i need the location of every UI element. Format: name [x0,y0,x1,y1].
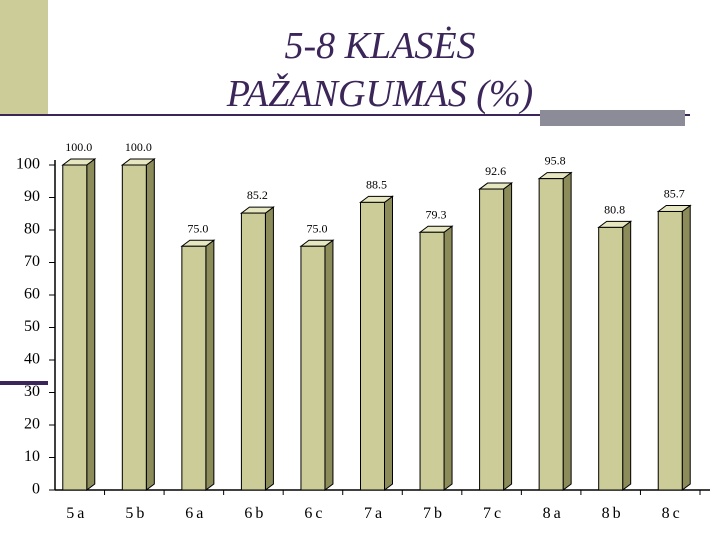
y-tick-label: 100 [16,156,40,173]
value-label: 75.0 [187,221,208,235]
bar-side [205,239,215,491]
bar-side [384,195,393,491]
value-label: 95.8 [545,154,566,168]
bar-side [145,158,155,491]
bar-side [562,171,572,491]
x-tick-label: 7a [364,505,385,522]
y-tick-label: 30 [24,383,40,400]
bar [479,188,505,491]
x-tick-label: 8b [602,505,624,522]
bar-side [443,225,453,491]
side-mark [0,381,48,385]
chart-title: PAŽANGUMAS (%) [226,73,533,115]
side-band [0,0,48,115]
bar [419,231,445,491]
bar [240,212,266,491]
rule-accent [540,110,685,126]
y-tick-label: 20 [24,416,40,433]
x-tick-label: 7b [423,505,445,522]
plot: 0 10 20 30 40 50 60 70 80 90 100 5a 100.0 5b 100.0 6a 75… [16,140,710,522]
bar-side [503,182,513,491]
x-tick-label: 7c [483,505,504,522]
x-tick-label: 6c [304,505,325,522]
bar-side [622,220,632,491]
x-tick-label: 6a [185,505,206,522]
x-tick-label: 8c [662,505,683,522]
x-tick-label: 5a [66,505,87,522]
bar-side [681,204,691,491]
bar [538,178,564,491]
bar [657,210,683,491]
x-tick-label: 6b [244,505,266,522]
value-label: 79.3 [426,207,447,221]
y-tick-label: 60 [24,286,40,303]
bar-side [86,158,96,491]
y-tick-label: 90 [24,188,40,205]
bar [62,164,88,491]
bar [360,201,385,491]
bar [181,245,207,491]
value-label: 75.0 [306,221,327,235]
bar-side [264,206,274,491]
y-tick-label: 10 [24,448,40,465]
y-tick-label: 80 [24,221,40,238]
value-label: 80.8 [604,202,625,216]
bar [598,226,624,491]
value-label: 88.5 [366,177,387,191]
y-tick-label: 70 [24,253,40,270]
value-label: 85.7 [664,186,685,200]
value-label: 100.0 [65,140,92,154]
y-tick-label: 40 [24,351,40,368]
y-tick-label: 50 [24,318,40,335]
x-tick-label: 8a [543,505,564,522]
value-label: 85.2 [247,188,268,202]
bar-side [324,239,334,491]
x-tick-label: 5b [125,505,147,522]
y-tick-label: 0 [32,481,40,498]
value-label: 100.0 [125,140,152,154]
chart-title: 5-8 KLASĖS [284,25,475,67]
bar [121,164,147,491]
bar [300,245,326,491]
value-label: 92.6 [485,164,506,178]
